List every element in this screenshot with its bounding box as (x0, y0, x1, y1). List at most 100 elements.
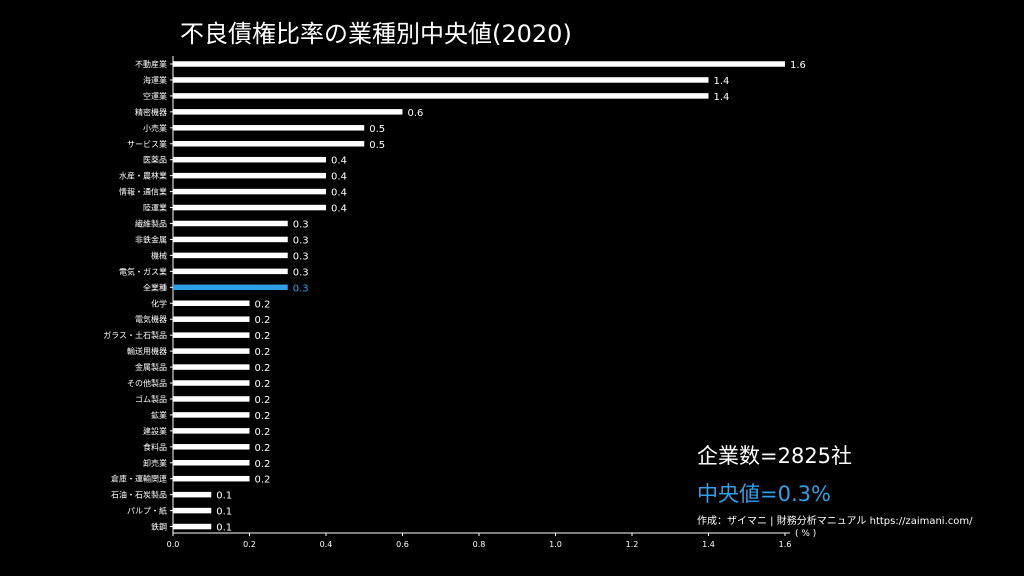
value-label: 0.2 (255, 459, 271, 470)
value-label: 0.3 (293, 235, 309, 246)
bar (173, 156, 326, 163)
category-label: 情報・通信業 (119, 187, 167, 197)
category-label: パルプ・紙 (127, 506, 167, 516)
bar (173, 300, 250, 306)
bar (173, 252, 288, 259)
x-tick-label: 0.6 (396, 540, 409, 549)
category-label: ゴム製品 (135, 394, 167, 404)
value-label: 0.2 (255, 299, 271, 310)
category-label: その他製品 (127, 378, 167, 388)
bar (173, 364, 250, 370)
category-label: 不動産業 (135, 59, 167, 69)
bar (173, 523, 212, 530)
bar (173, 93, 709, 99)
value-label: 1.6 (790, 60, 806, 71)
value-label: 0.3 (293, 267, 309, 278)
x-tick-label: 1.2 (626, 540, 639, 549)
bar (173, 109, 403, 115)
category-label: 輸送用機器 (127, 346, 167, 356)
bar (173, 348, 250, 354)
category-label: 水産・農林業 (119, 171, 167, 181)
value-label: 0.2 (255, 411, 271, 422)
category-label: 空運業 (143, 91, 167, 101)
category-label: ガラス・土石製品 (103, 330, 167, 340)
company-count-label: 企業数=2825社 (697, 444, 853, 468)
bar (173, 141, 365, 147)
category-label: 鉄鋼 (151, 522, 167, 532)
value-label: 0.3 (293, 220, 309, 231)
category-label: 化学 (151, 298, 167, 308)
x-tick-label: 0.2 (243, 540, 256, 549)
bar (173, 188, 326, 195)
median-label: 中央値=0.3% (697, 482, 831, 506)
value-label: 0.2 (255, 331, 271, 342)
value-label: 0.4 (331, 156, 347, 167)
category-label: サービス業 (127, 139, 167, 149)
category-label: 建設業 (143, 426, 167, 436)
bar (173, 268, 288, 275)
value-label: 0.2 (255, 395, 271, 406)
category-label: 精密機器 (135, 107, 167, 117)
bar (173, 396, 250, 402)
value-label: 0.2 (255, 315, 271, 326)
bar (173, 460, 250, 466)
x-tick-label: 0.8 (473, 540, 486, 549)
category-label: 全業種 (143, 282, 167, 292)
category-label: 小売業 (143, 123, 167, 133)
category-label: 繊維製品 (135, 219, 167, 229)
bar (173, 444, 250, 450)
value-label: 0.1 (216, 523, 232, 534)
category-label: 鉱業 (151, 410, 167, 420)
x-tick-label: 0.0 (167, 540, 180, 549)
x-tick-label: 1.0 (549, 540, 562, 549)
value-label: 0.1 (216, 491, 232, 502)
value-label: 0.4 (331, 188, 347, 199)
x-tick-label: 1.4 (702, 540, 715, 549)
bar (173, 475, 250, 482)
value-label: 0.2 (255, 363, 271, 374)
value-label: 0.2 (255, 427, 271, 438)
bar (173, 77, 709, 83)
value-label: 0.2 (255, 443, 271, 454)
category-label: 電気機器 (135, 314, 167, 324)
category-label: 食料品 (143, 442, 167, 452)
bar (173, 236, 288, 243)
category-label: 非鉄金属 (135, 234, 167, 244)
value-label: 0.5 (369, 124, 385, 135)
value-label: 1.4 (714, 76, 730, 87)
page-title: 不良債権比率の業種別中央値(2020) (180, 20, 572, 48)
bar-highlight (173, 284, 288, 291)
bar (173, 220, 288, 227)
value-label: 0.1 (216, 507, 232, 518)
category-label: 電気・ガス業 (119, 266, 167, 276)
category-label: 倉庫・運輸関連 (111, 474, 167, 484)
bar (173, 412, 250, 418)
category-label: 金属製品 (135, 362, 167, 372)
value-label: 0.5 (369, 140, 385, 151)
value-label: 0.4 (331, 204, 347, 215)
category-label: 卸売業 (143, 458, 167, 468)
x-tick-label: 1.6 (779, 540, 792, 549)
value-label: 0.2 (255, 475, 271, 486)
category-label: 医薬品 (143, 155, 167, 165)
value-label: 0.3 (293, 251, 309, 262)
value-label: 0.6 (408, 108, 424, 119)
value-label: 0.2 (255, 379, 271, 390)
bar (173, 491, 212, 498)
bar (173, 204, 326, 211)
category-label: 機械 (151, 250, 167, 260)
x-tick-label: 0.4 (320, 540, 333, 549)
bar (173, 428, 250, 434)
value-label: 0.2 (255, 347, 271, 358)
bar (173, 507, 212, 514)
bar (173, 332, 250, 338)
bar (173, 61, 785, 67)
credit-text: 作成：ザイマニ | 財務分析マニュアル https://zaimani.com/ (697, 516, 973, 527)
category-label: 海運業 (143, 75, 167, 85)
bar (173, 172, 326, 179)
category-label: 陸運業 (143, 203, 167, 213)
bar (173, 380, 250, 386)
value-label: 0.4 (331, 172, 347, 183)
value-label: 0.3 (293, 283, 309, 294)
